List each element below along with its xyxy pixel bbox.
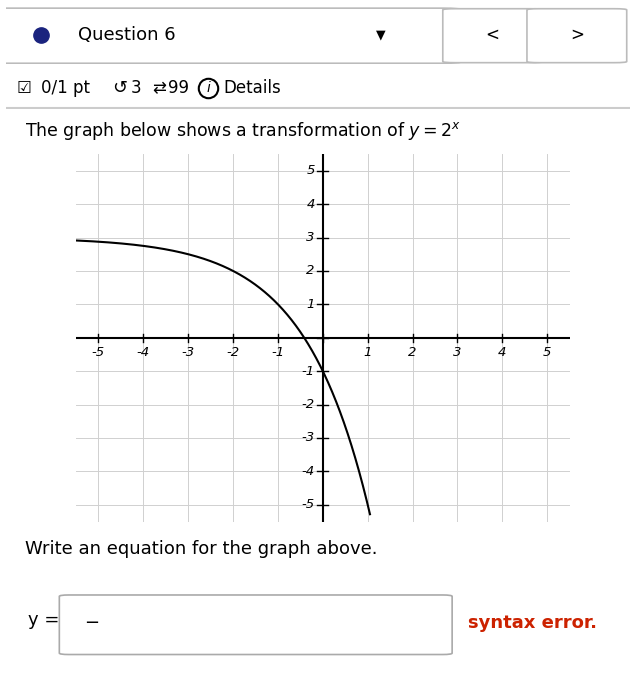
Text: The graph below shows a transformation of $y = 2^x$: The graph below shows a transformation o… <box>25 120 461 142</box>
Text: -1: -1 <box>302 365 315 378</box>
Text: 3: 3 <box>453 346 461 359</box>
Text: 5: 5 <box>543 346 551 359</box>
Text: -2: -2 <box>302 398 315 411</box>
Text: Question 6: Question 6 <box>78 26 176 43</box>
Text: 99: 99 <box>168 79 189 97</box>
Text: -3: -3 <box>182 346 195 359</box>
Text: 3: 3 <box>306 231 315 244</box>
Text: -4: -4 <box>137 346 150 359</box>
Text: Details: Details <box>223 79 281 97</box>
Text: 2: 2 <box>408 346 417 359</box>
Text: -3: -3 <box>302 431 315 444</box>
Text: 4: 4 <box>498 346 506 359</box>
FancyBboxPatch shape <box>442 8 542 63</box>
Text: 0/1 pt: 0/1 pt <box>41 79 90 97</box>
Text: <: < <box>486 26 499 43</box>
Text: ↺: ↺ <box>112 79 127 97</box>
Text: ▼: ▼ <box>375 28 385 41</box>
FancyBboxPatch shape <box>60 595 452 654</box>
Text: ☑: ☑ <box>16 79 32 97</box>
Text: -5: -5 <box>92 346 105 359</box>
Text: 3: 3 <box>131 79 142 97</box>
Text: -2: -2 <box>227 346 240 359</box>
Text: 5: 5 <box>306 164 315 177</box>
Text: 1: 1 <box>363 346 372 359</box>
Text: 2: 2 <box>306 265 315 277</box>
Text: −: − <box>84 614 99 632</box>
Text: 4: 4 <box>306 197 315 211</box>
Text: Write an equation for the graph above.: Write an equation for the graph above. <box>25 540 377 559</box>
FancyBboxPatch shape <box>0 8 461 63</box>
Text: ⇄: ⇄ <box>152 79 166 97</box>
Text: y =: y = <box>28 611 60 629</box>
Text: -4: -4 <box>302 465 315 478</box>
FancyBboxPatch shape <box>527 8 627 63</box>
Text: >: > <box>570 26 584 43</box>
Text: -5: -5 <box>302 498 315 511</box>
Text: syntax error.: syntax error. <box>468 614 597 632</box>
Text: -1: -1 <box>272 346 284 359</box>
Text: 1: 1 <box>306 298 315 311</box>
Text: i: i <box>206 81 210 95</box>
